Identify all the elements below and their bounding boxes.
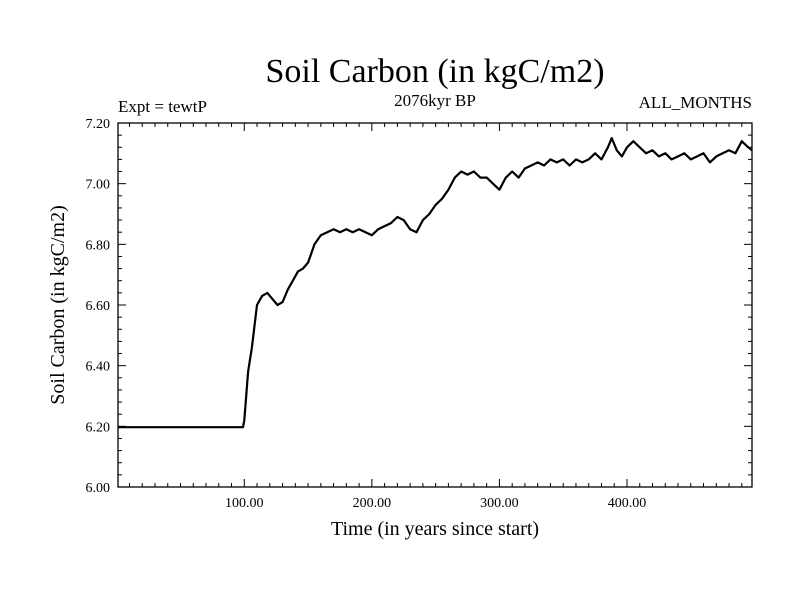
y-tick-label: 7.00	[86, 178, 111, 193]
chart-title: Soil Carbon (in kgC/m2)	[265, 53, 604, 90]
plot-frame	[117, 122, 753, 488]
experiment-label: Expt = tewtP	[118, 97, 207, 116]
y-axis-title: Soil Carbon (in kgC/m2)	[47, 205, 69, 404]
y-tick-label: 7.20	[86, 117, 111, 132]
series-line	[118, 137, 753, 429]
y-tick-label: 6.80	[86, 238, 111, 253]
period-label: 2076kyr BP	[394, 91, 476, 110]
y-tick-label: 6.40	[86, 360, 111, 375]
axis-ticks	[118, 122, 752, 488]
x-axis-title: Time (in years since start)	[331, 518, 539, 540]
data-series	[118, 137, 753, 429]
y-tick-label: 6.60	[86, 299, 111, 314]
months-label: ALL_MONTHS	[639, 93, 752, 112]
axis-tick-labels: 6.00 6.20 6.40 6.60 6.80 7.00 7.20 100.00 200.00…	[86, 117, 647, 511]
x-tick-label: 300.00	[480, 496, 519, 511]
y-tick-label: 6.00	[86, 481, 111, 496]
x-tick-label: 100.00	[225, 496, 264, 511]
x-tick-label: 200.00	[353, 496, 392, 511]
x-tick-label: 400.00	[608, 496, 647, 511]
y-tick-label: 6.20	[86, 420, 111, 435]
